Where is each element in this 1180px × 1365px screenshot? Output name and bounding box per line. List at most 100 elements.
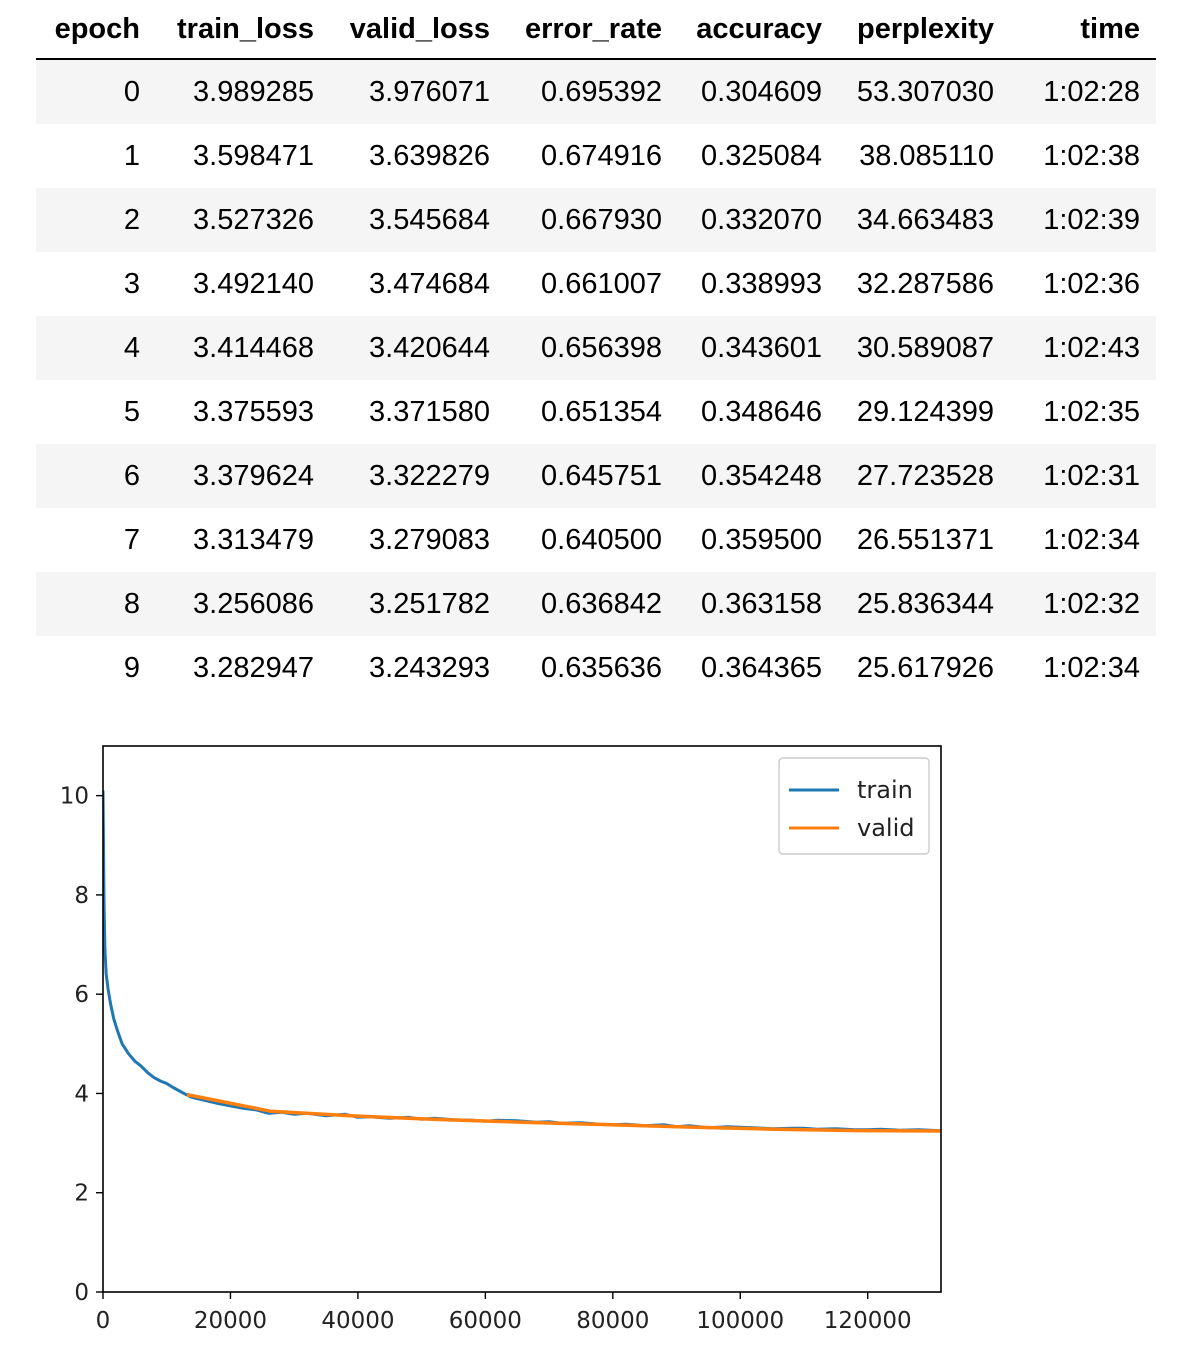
epoch-cell: 5 [123,395,140,428]
legend-label-valid: valid [857,814,914,842]
time-cell: 1:02:28 [1043,75,1140,108]
table-header-row: epoch train_loss valid_loss error_rate a… [36,0,1156,60]
accuracy-cell: 0.304609 [701,75,822,108]
x-tick-label: 80000 [576,1308,649,1334]
chart-axes: 0 20000 40000 60000 80000 100000 120000 0 2 4 6 8 10 [60,745,942,1334]
error-rate-cell: 0.695392 [541,75,662,108]
accuracy-cell: 0.354248 [701,459,822,492]
epoch-cell: 2 [123,203,140,236]
accuracy-cell: 0.338993 [701,267,822,300]
valid-loss-cell: 3.251782 [369,587,490,620]
train-loss-cell: 3.414468 [193,331,314,364]
error-rate-cell: 0.640500 [541,523,662,556]
time-cell: 1:02:32 [1043,587,1140,620]
train-loss-cell: 3.379624 [193,459,314,492]
time-cell: 1:02:43 [1043,331,1140,364]
perplexity-cell: 30.589087 [856,331,994,364]
plot-frame [102,745,942,1293]
column-header-train-loss: train_loss [142,0,314,60]
error-rate-cell: 0.635636 [541,651,662,684]
valid-loss-cell: 3.545684 [369,203,490,236]
x-tick-label: 100000 [696,1308,784,1334]
loss-chart-svg: 0 20000 40000 60000 80000 100000 120000 0 2 4 6 8 10… [60,745,942,1334]
table-row: 7 3.313479 3.279083 0.640500 0.359500 26… [36,508,1156,572]
table-row: 8 3.256086 3.251782 0.636842 0.363158 25… [36,572,1156,636]
valid-loss-cell: 3.243293 [369,651,490,684]
epoch-cell: 9 [123,651,140,684]
series-line-valid [186,1092,941,1133]
y-tick-label: 2 [74,1181,89,1207]
column-header-perplexity: perplexity [822,0,994,60]
time-cell: 1:02:35 [1043,395,1140,428]
valid-loss-cell: 3.371580 [369,395,490,428]
time-cell: 1:02:36 [1043,267,1140,300]
error-rate-cell: 0.636842 [541,587,662,620]
perplexity-cell: 27.723528 [856,459,994,492]
perplexity-cell: 53.307030 [856,75,994,108]
accuracy-cell: 0.348646 [701,395,822,428]
time-cell: 1:02:34 [1043,523,1140,556]
error-rate-cell: 0.667930 [541,203,662,236]
valid-loss-cell: 3.976071 [369,75,490,108]
chart-series-group [103,790,941,1133]
train-loss-cell: 3.375593 [193,395,314,428]
x-tick-label: 120000 [824,1308,912,1334]
perplexity-cell: 34.663483 [856,203,994,236]
metrics-table: epoch train_loss valid_loss error_rate a… [36,0,1156,700]
train-loss-cell: 3.256086 [193,587,314,620]
table-row: 9 3.282947 3.243293 0.635636 0.364365 25… [36,636,1156,700]
train-loss-cell: 3.989285 [193,75,314,108]
accuracy-cell: 0.325084 [701,139,822,172]
accuracy-cell: 0.359500 [701,523,822,556]
epoch-cell: 3 [123,267,140,300]
chart-legend: train valid [778,757,930,855]
y-tick-label: 10 [60,784,89,810]
accuracy-cell: 0.332070 [701,203,822,236]
time-cell: 1:02:38 [1043,139,1140,172]
error-rate-cell: 0.651354 [541,395,662,428]
train-loss-cell: 3.313479 [193,523,314,556]
x-tick-label: 60000 [449,1308,522,1334]
error-rate-cell: 0.656398 [541,331,662,364]
epoch-cell: 8 [123,587,140,620]
valid-loss-cell: 3.279083 [369,523,490,556]
column-header-accuracy: accuracy [662,0,822,60]
epoch-cell: 0 [123,75,140,108]
train-loss-cell: 3.492140 [193,267,314,300]
error-rate-cell: 0.645751 [541,459,662,492]
column-header-valid-loss: valid_loss [314,0,490,60]
time-cell: 1:02:31 [1043,459,1140,492]
column-header-time: time [994,0,1156,60]
error-rate-cell: 0.661007 [541,267,662,300]
y-tick-label: 0 [74,1280,89,1306]
y-tick-label: 8 [74,883,89,909]
epoch-cell: 7 [123,523,140,556]
legend-box [778,757,930,855]
column-header-error-rate: error_rate [490,0,662,60]
perplexity-cell: 29.124399 [856,395,994,428]
train-loss-cell: 3.527326 [193,203,314,236]
table-row: 5 3.375593 3.371580 0.651354 0.348646 29… [36,380,1156,444]
error-rate-cell: 0.674916 [541,139,662,172]
perplexity-cell: 26.551371 [856,523,994,556]
table-row: 3 3.492140 3.474684 0.661007 0.338993 32… [36,252,1156,316]
column-header-epoch: epoch [36,0,142,60]
perplexity-cell: 32.287586 [856,267,994,300]
x-tick-label: 40000 [321,1308,394,1334]
y-tick-label: 4 [74,1081,89,1107]
valid-loss-cell: 3.639826 [369,139,490,172]
perplexity-cell: 25.836344 [856,587,994,620]
epoch-cell: 1 [123,139,140,172]
table-row: 0 3.989285 3.976071 0.695392 0.304609 53… [36,59,1156,124]
epoch-cell: 6 [123,459,140,492]
table-row: 4 3.414468 3.420644 0.656398 0.343601 30… [36,316,1156,380]
valid-loss-cell: 3.474684 [369,267,490,300]
train-loss-cell: 3.282947 [193,651,314,684]
table-row: 2 3.527326 3.545684 0.667930 0.332070 34… [36,188,1156,252]
accuracy-cell: 0.343601 [701,331,822,364]
legend-label-train: train [857,776,913,804]
table-row: 1 3.598471 3.639826 0.674916 0.325084 38… [36,124,1156,188]
x-tick-label: 0 [96,1308,111,1334]
perplexity-cell: 25.617926 [856,651,994,684]
metrics-table-container: epoch train_loss valid_loss error_rate a… [36,0,1156,700]
